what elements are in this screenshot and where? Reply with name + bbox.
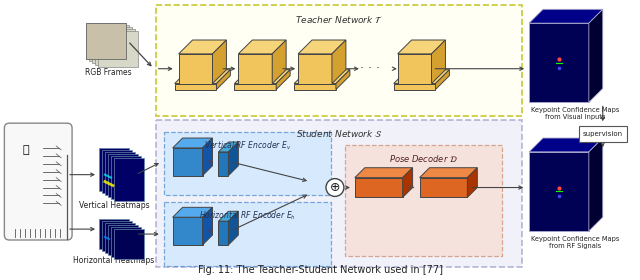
Polygon shape	[179, 40, 227, 54]
Polygon shape	[589, 9, 603, 102]
Polygon shape	[218, 211, 238, 221]
Polygon shape	[355, 168, 413, 178]
Polygon shape	[420, 178, 467, 197]
Polygon shape	[234, 70, 290, 83]
Polygon shape	[228, 211, 238, 245]
Circle shape	[326, 179, 344, 197]
Text: supervision: supervision	[582, 131, 623, 137]
Polygon shape	[228, 142, 238, 176]
Bar	[114, 229, 144, 259]
Polygon shape	[212, 40, 227, 83]
Polygon shape	[355, 178, 403, 197]
Polygon shape	[202, 138, 212, 176]
Polygon shape	[175, 83, 216, 90]
Polygon shape	[298, 40, 346, 54]
Bar	[164, 132, 331, 195]
Polygon shape	[332, 40, 346, 83]
Text: Student Network $\mathcal{S}$: Student Network $\mathcal{S}$	[296, 128, 382, 139]
Bar	[95, 29, 135, 65]
Bar	[86, 23, 126, 59]
Text: Pose Decoder $\mathcal{D}$: Pose Decoder $\mathcal{D}$	[389, 153, 458, 164]
Text: Keypoint Confidence Maps
from RF Signals: Keypoint Confidence Maps from RF Signals	[531, 236, 619, 249]
Bar	[345, 145, 502, 256]
Bar	[579, 126, 627, 142]
Bar	[89, 25, 129, 61]
Bar	[108, 154, 138, 197]
Bar	[86, 23, 126, 59]
Bar	[164, 202, 331, 266]
Polygon shape	[294, 70, 350, 83]
Polygon shape	[234, 83, 276, 90]
Text: $\oplus$: $\oplus$	[330, 181, 340, 194]
Polygon shape	[435, 70, 449, 90]
Text: RGB Frames: RGB Frames	[84, 68, 131, 77]
Polygon shape	[272, 40, 286, 83]
Polygon shape	[529, 23, 589, 102]
Bar	[99, 148, 129, 192]
Polygon shape	[529, 138, 603, 152]
Bar	[105, 152, 135, 195]
Polygon shape	[202, 207, 212, 245]
Bar	[102, 221, 132, 251]
Bar	[108, 225, 138, 255]
Text: Horizontal RF Encoder $E_h$: Horizontal RF Encoder $E_h$	[199, 209, 296, 222]
Polygon shape	[397, 54, 431, 83]
Polygon shape	[173, 207, 212, 217]
Polygon shape	[403, 168, 413, 197]
Polygon shape	[173, 148, 202, 176]
Text: Horizontal Heatmaps: Horizontal Heatmaps	[73, 256, 154, 265]
Polygon shape	[179, 54, 212, 83]
Polygon shape	[218, 152, 228, 176]
Bar	[102, 150, 132, 193]
Text: Vertical RF Encoder $E_v$: Vertical RF Encoder $E_v$	[204, 139, 291, 151]
Polygon shape	[298, 54, 332, 83]
Polygon shape	[529, 9, 603, 23]
Polygon shape	[336, 70, 350, 90]
Bar	[111, 227, 141, 257]
Text: 🎥: 🎥	[23, 145, 29, 155]
Text: Vertical Heatmaps: Vertical Heatmaps	[79, 201, 149, 210]
Bar	[98, 31, 138, 67]
Polygon shape	[394, 70, 449, 83]
Bar	[105, 223, 135, 253]
Polygon shape	[420, 168, 477, 178]
Polygon shape	[216, 70, 230, 90]
Polygon shape	[397, 40, 445, 54]
Polygon shape	[467, 168, 477, 197]
Polygon shape	[276, 70, 290, 90]
Bar	[111, 156, 141, 199]
Polygon shape	[173, 138, 212, 148]
Polygon shape	[175, 70, 230, 83]
Polygon shape	[431, 40, 445, 83]
Polygon shape	[529, 152, 589, 231]
Text: Keypoint Confidence Maps
from Visual Inputs: Keypoint Confidence Maps from Visual Inp…	[531, 107, 619, 120]
Polygon shape	[218, 142, 238, 152]
Polygon shape	[238, 54, 272, 83]
Text: Fig. 11: The Teacher-Student Network used in [77]: Fig. 11: The Teacher-Student Network use…	[198, 265, 442, 275]
Polygon shape	[173, 217, 202, 245]
Bar	[92, 27, 132, 63]
Bar	[156, 5, 522, 116]
Polygon shape	[589, 138, 603, 231]
Bar	[114, 158, 144, 201]
Polygon shape	[394, 83, 435, 90]
Text: Teacher Network $\mathcal{T}$: Teacher Network $\mathcal{T}$	[295, 14, 383, 25]
Polygon shape	[294, 83, 336, 90]
Bar	[99, 219, 129, 249]
Text: · · ·: · · ·	[360, 62, 380, 75]
Polygon shape	[218, 221, 228, 245]
Polygon shape	[238, 40, 286, 54]
Bar	[156, 120, 522, 267]
FancyBboxPatch shape	[4, 123, 72, 240]
